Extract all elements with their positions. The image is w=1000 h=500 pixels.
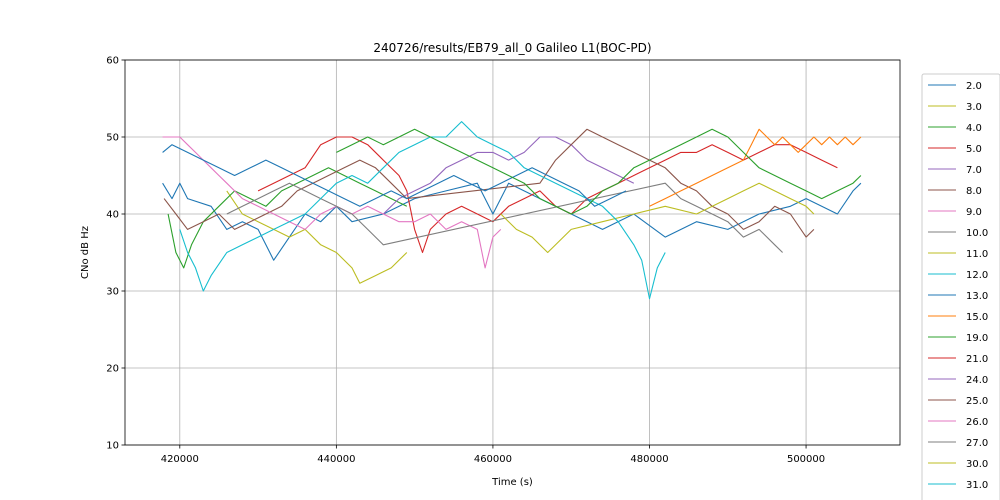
y-tick-label: 20 [106,364,119,375]
chart-title: 240726/results/EB79_all_0 Galileo L1(BOC… [373,41,651,55]
y-axis-label: CNo dB Hz [80,226,91,279]
legend-label: 8.0 [966,186,982,197]
plot-frame [124,59,901,446]
x-axis-label: Time (s) [491,477,533,488]
x-tick-label: 460000 [474,454,512,465]
legend-label: 9.0 [966,207,982,218]
y-tick-label: 60 [106,56,119,67]
legend-label: 30.0 [966,459,988,470]
legend-label: 27.0 [966,438,988,449]
series-line-2-0 [162,182,862,261]
series-line-7-0 [382,136,635,215]
series-line-10-0 [226,182,783,253]
legend-label: 3.0 [966,102,982,113]
series-line-13-0 [162,144,627,207]
x-tick-label: 420000 [161,454,199,465]
legend-label: 4.0 [966,123,982,134]
legend-label: 31.0 [966,480,988,491]
legend-label: 2.0 [966,81,982,92]
legend-label: 5.0 [966,144,982,155]
legend: 2.0 3.0 4.0 5.0 7.0 8.0 9.0 10.0 11.0 12.0 13.0 15.… [921,73,1000,500]
y-tick-label: 10 [106,441,119,452]
legend-label: 13.0 [966,291,988,302]
series-line-19-0 [336,128,862,215]
y-tick-label: 40 [106,210,119,221]
legend-label: 19.0 [966,333,988,344]
series-line-4-0 [167,167,408,269]
series-line-8-0 [163,128,815,238]
y-tick-label: 50 [106,133,119,144]
series-line-11-0 [500,182,815,254]
x-tick-label: 440000 [317,454,355,465]
legend-label: 25.0 [966,396,988,407]
series-line-5-0 [257,136,838,254]
legend-label: 12.0 [966,270,988,281]
legend-label: 21.0 [966,354,988,365]
legend-label: 24.0 [966,375,988,386]
legend-label: 26.0 [966,417,988,428]
series-line-15-0 [649,128,862,207]
series-line-3-0 [226,190,408,284]
series-line-9-0 [162,136,502,269]
legend-label: 7.0 [966,165,982,176]
legend-label: 15.0 [966,312,988,323]
legend-frame [921,73,1000,500]
axis-ticks: 420000 440000 460000 480000 500000 10 20 30 40 50… [106,56,825,466]
series-line-12-0 [179,121,666,300]
x-tick-label: 500000 [787,454,825,465]
y-tick-label: 30 [106,287,119,298]
grid-lines [125,59,900,446]
legend-label: 10.0 [966,228,988,239]
legend-label: 11.0 [966,249,988,260]
series-layer [162,121,862,300]
x-tick-label: 480000 [630,454,668,465]
